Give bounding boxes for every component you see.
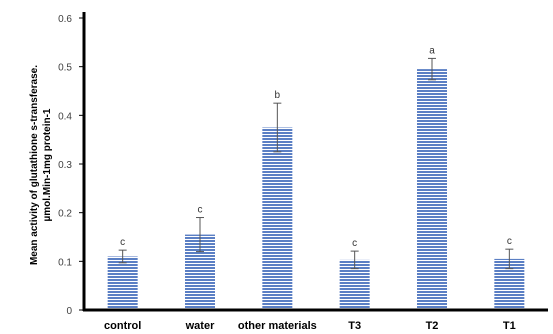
x-tick-label: control xyxy=(104,320,141,332)
x-tick-label: T3 xyxy=(348,320,361,332)
y-axis-ticks: 0 0.1 0.2 0.3 0.4 0.5 0.6 xyxy=(58,14,84,317)
bar-t2 xyxy=(417,69,447,310)
y-tick-label: 0.4 xyxy=(58,111,72,122)
x-tick-label: T1 xyxy=(503,320,516,332)
significance-label: c xyxy=(352,238,357,249)
error-bar-t1 xyxy=(505,248,514,270)
error-bar-water xyxy=(196,217,204,253)
y-tick-label: 0.1 xyxy=(58,257,72,268)
error-bar-other-materials xyxy=(273,102,282,153)
error-bar-control xyxy=(118,249,127,264)
error-bars xyxy=(118,57,514,270)
significance-label: c xyxy=(120,237,125,248)
significance-label: a xyxy=(429,45,435,56)
y-axis-label-line-2: µmol.Min-1mg protein-1 xyxy=(42,108,53,221)
y-tick-label: 0.3 xyxy=(58,160,72,171)
error-bar-t2 xyxy=(428,57,436,81)
significance-label: c xyxy=(507,236,512,247)
error-bar-t3 xyxy=(350,250,359,270)
x-axis-labels: control water other materials T3 T2 T1 xyxy=(104,320,516,332)
x-tick-label: T2 xyxy=(426,320,439,332)
y-tick-label: 0 xyxy=(66,306,72,317)
significance-label: c xyxy=(198,205,203,216)
y-axis-label: Mean activity of glutathione s-transfera… xyxy=(29,65,53,265)
significance-label: b xyxy=(275,90,281,101)
y-tick-label: 0.6 xyxy=(58,14,72,25)
bars xyxy=(107,69,525,310)
x-tick-label: water xyxy=(185,320,215,332)
y-tick-label: 0.5 xyxy=(58,63,72,74)
bar-other-materials xyxy=(262,127,293,310)
y-axis-label-line-1: Mean activity of glutathione s-transfera… xyxy=(29,65,40,265)
x-tick-label: other materials xyxy=(238,320,317,332)
significance-labels: c c b c a c xyxy=(120,45,512,249)
y-tick-label: 0.2 xyxy=(58,209,72,220)
bar-control xyxy=(107,256,138,310)
